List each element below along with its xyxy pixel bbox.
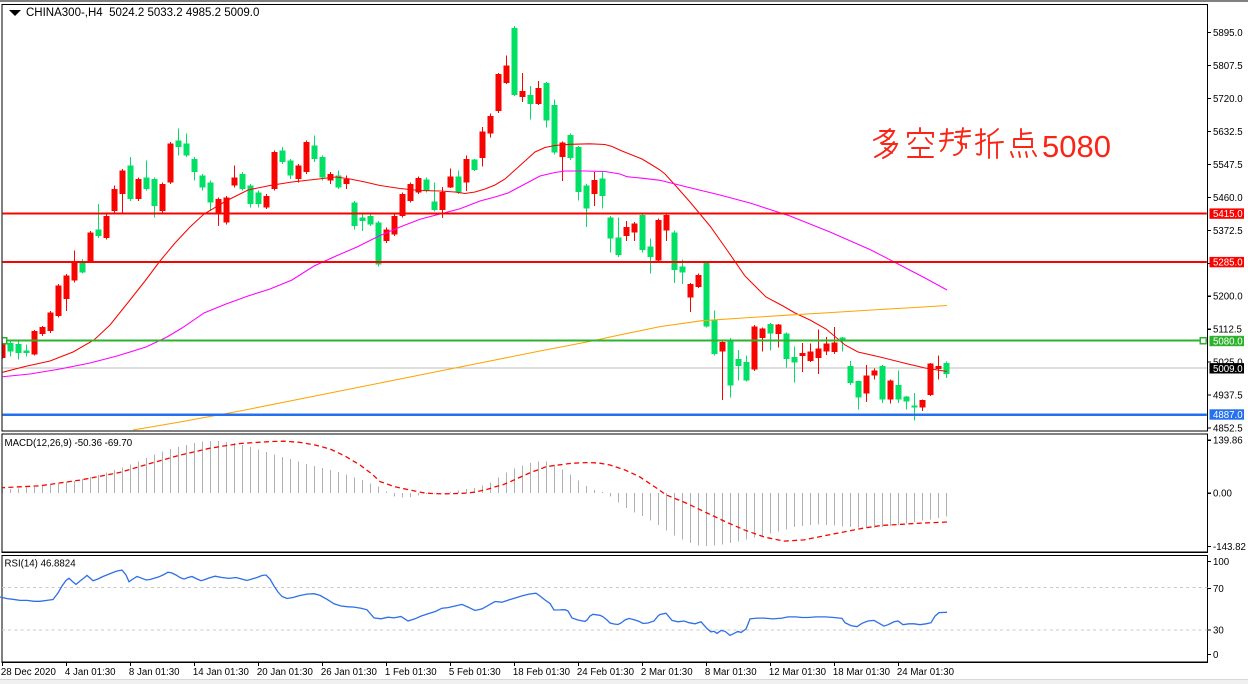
svg-text:4937.5: 4937.5 — [1213, 391, 1243, 402]
svg-text:CHINA300-,H4 5024.2 5033.2 49: CHINA300-,H4 5024.2 5033.2 4985.2 5009.0 — [26, 7, 259, 19]
svg-text:30: 30 — [1213, 626, 1224, 637]
svg-text:24 Mar 01:30: 24 Mar 01:30 — [897, 667, 955, 678]
svg-text:4852.5: 4852.5 — [1213, 424, 1243, 435]
svg-text:14 Jan 01:30: 14 Jan 01:30 — [193, 667, 250, 678]
svg-text:5 Feb 01:30: 5 Feb 01:30 — [449, 667, 501, 678]
svg-text:8 Jan 01:30: 8 Jan 01:30 — [129, 667, 180, 678]
svg-text:0: 0 — [1213, 650, 1219, 661]
svg-text:5632.5: 5632.5 — [1213, 127, 1243, 138]
svg-text:4887.0: 4887.0 — [1213, 410, 1243, 421]
svg-text:5372.5: 5372.5 — [1213, 226, 1243, 237]
svg-text:8 Mar 01:30: 8 Mar 01:30 — [705, 667, 757, 678]
svg-text:28 Dec 2020: 28 Dec 2020 — [1, 667, 57, 678]
svg-text:70: 70 — [1213, 584, 1224, 595]
svg-text:5720.0: 5720.0 — [1213, 94, 1243, 105]
svg-text:5807.5: 5807.5 — [1213, 61, 1243, 72]
svg-text:0.00: 0.00 — [1213, 489, 1232, 500]
svg-text:RSI(14) 46.8824: RSI(14) 46.8824 — [5, 559, 77, 570]
svg-text:5547.5: 5547.5 — [1213, 160, 1243, 171]
svg-text:5895.0: 5895.0 — [1213, 28, 1243, 39]
svg-text:18 Mar 01:30: 18 Mar 01:30 — [833, 667, 891, 678]
svg-text:5200.0: 5200.0 — [1213, 292, 1243, 303]
svg-text:24 Feb 01:30: 24 Feb 01:30 — [577, 667, 635, 678]
svg-text:5460.0: 5460.0 — [1213, 193, 1243, 204]
svg-text:5009.0: 5009.0 — [1213, 364, 1243, 375]
svg-text:4 Jan 01:30: 4 Jan 01:30 — [65, 667, 116, 678]
svg-text:1 Feb 01:30: 1 Feb 01:30 — [385, 667, 437, 678]
svg-text:18 Feb 01:30: 18 Feb 01:30 — [513, 667, 571, 678]
svg-text:5080.0: 5080.0 — [1213, 337, 1243, 348]
svg-text:100: 100 — [1213, 557, 1230, 568]
svg-text:12 Mar 01:30: 12 Mar 01:30 — [769, 667, 827, 678]
svg-text:20 Jan 01:30: 20 Jan 01:30 — [257, 667, 314, 678]
svg-text:MACD(12,26,9) -50.36 -69.70: MACD(12,26,9) -50.36 -69.70 — [5, 438, 133, 449]
svg-text:5112.5: 5112.5 — [1213, 325, 1242, 336]
svg-text:5415.0: 5415.0 — [1213, 209, 1243, 220]
svg-text:139.86: 139.86 — [1213, 436, 1243, 447]
svg-text:5080: 5080 — [1042, 129, 1111, 164]
svg-text:-143.82: -143.82 — [1213, 542, 1246, 553]
svg-text:26 Jan 01:30: 26 Jan 01:30 — [321, 667, 378, 678]
svg-text:2 Mar 01:30: 2 Mar 01:30 — [641, 667, 693, 678]
svg-text:5285.0: 5285.0 — [1213, 258, 1243, 269]
